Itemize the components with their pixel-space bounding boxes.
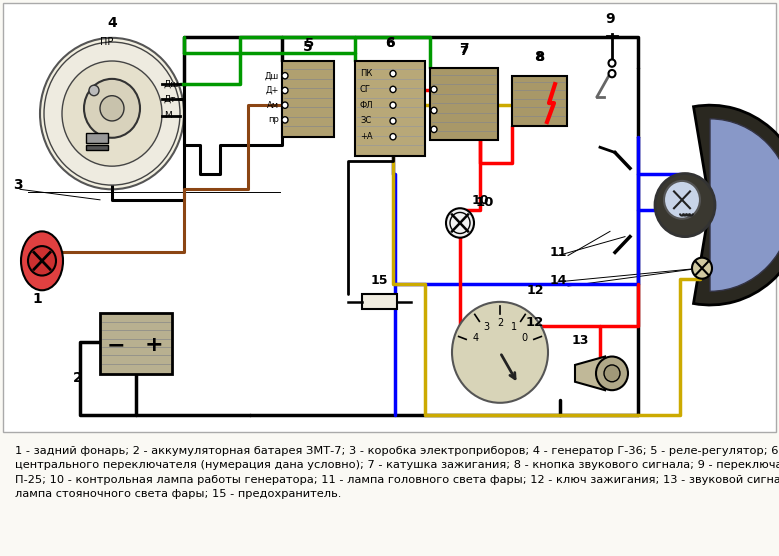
Bar	[86, 145, 108, 150]
Text: 1: 1	[511, 322, 517, 332]
Circle shape	[390, 102, 396, 108]
Circle shape	[282, 87, 288, 93]
Text: 12: 12	[527, 285, 544, 297]
Text: +А: +А	[360, 132, 372, 141]
Text: Д+: Д+	[266, 86, 279, 95]
Text: −: −	[107, 335, 125, 355]
Circle shape	[40, 38, 184, 189]
Text: 1: 1	[32, 292, 42, 306]
Circle shape	[390, 118, 396, 124]
Circle shape	[692, 257, 712, 279]
Text: 4: 4	[473, 332, 479, 342]
Text: пр: пр	[268, 116, 279, 125]
Circle shape	[664, 181, 700, 219]
Circle shape	[608, 70, 615, 77]
Text: 11: 11	[549, 246, 567, 259]
Text: СГ: СГ	[360, 85, 371, 94]
Text: Дш: Дш	[265, 71, 279, 80]
Text: 9: 9	[605, 12, 615, 26]
Text: ФЛ: ФЛ	[360, 101, 374, 110]
Circle shape	[62, 61, 162, 166]
Circle shape	[84, 79, 140, 138]
Text: 3: 3	[13, 178, 23, 192]
Bar	[362, 295, 397, 309]
Text: 5: 5	[305, 37, 315, 51]
Text: ПК: ПК	[360, 69, 372, 78]
Text: 2: 2	[497, 318, 503, 328]
Circle shape	[390, 86, 396, 92]
Text: 8: 8	[534, 50, 544, 64]
Circle shape	[282, 73, 288, 79]
Circle shape	[446, 208, 474, 237]
Polygon shape	[575, 356, 605, 390]
Circle shape	[608, 59, 615, 67]
Text: Ам: Ам	[267, 101, 279, 110]
Bar	[100, 314, 172, 374]
Text: 10: 10	[471, 194, 488, 207]
Circle shape	[452, 302, 548, 403]
Text: ПР: ПР	[100, 37, 114, 47]
Circle shape	[655, 173, 715, 237]
Ellipse shape	[21, 231, 63, 290]
Text: Дт: Дт	[164, 95, 177, 103]
Text: 4: 4	[108, 16, 117, 30]
Text: 5: 5	[303, 41, 313, 54]
Text: +: +	[145, 335, 164, 355]
Circle shape	[100, 96, 124, 121]
Text: 6: 6	[386, 37, 395, 51]
Circle shape	[390, 71, 396, 77]
Text: 12: 12	[526, 316, 544, 329]
Wedge shape	[710, 119, 779, 291]
Bar	[86, 132, 108, 143]
Circle shape	[44, 42, 180, 185]
Circle shape	[89, 85, 99, 96]
Circle shape	[390, 133, 396, 140]
Circle shape	[596, 356, 628, 390]
Text: 6: 6	[385, 36, 395, 51]
Bar	[430, 68, 498, 140]
Text: ЗС: ЗС	[360, 116, 372, 126]
Text: 1 - задний фонарь; 2 - аккумуляторная батарея ЗМТ-7; 3 - коробка электроприборов: 1 - задний фонарь; 2 - аккумуляторная ба…	[16, 446, 779, 499]
Text: 7: 7	[460, 44, 468, 58]
Text: 13: 13	[571, 334, 589, 347]
Text: 7: 7	[459, 42, 469, 56]
Text: 10: 10	[476, 196, 494, 209]
Circle shape	[28, 246, 56, 276]
Text: 8: 8	[535, 51, 545, 64]
Circle shape	[604, 365, 620, 382]
Bar	[355, 61, 425, 156]
Text: 0: 0	[521, 332, 527, 342]
Text: 2: 2	[73, 371, 83, 385]
Bar	[512, 76, 567, 126]
Circle shape	[431, 107, 437, 113]
Text: 15: 15	[370, 274, 388, 287]
Text: Дш: Дш	[164, 80, 179, 88]
Text: 14: 14	[549, 274, 567, 287]
Circle shape	[431, 86, 437, 92]
Text: 3: 3	[483, 322, 489, 332]
Circle shape	[282, 117, 288, 123]
Text: М: М	[164, 111, 171, 120]
Circle shape	[431, 126, 437, 132]
Wedge shape	[693, 105, 779, 305]
Circle shape	[282, 102, 288, 108]
Bar	[282, 61, 334, 137]
